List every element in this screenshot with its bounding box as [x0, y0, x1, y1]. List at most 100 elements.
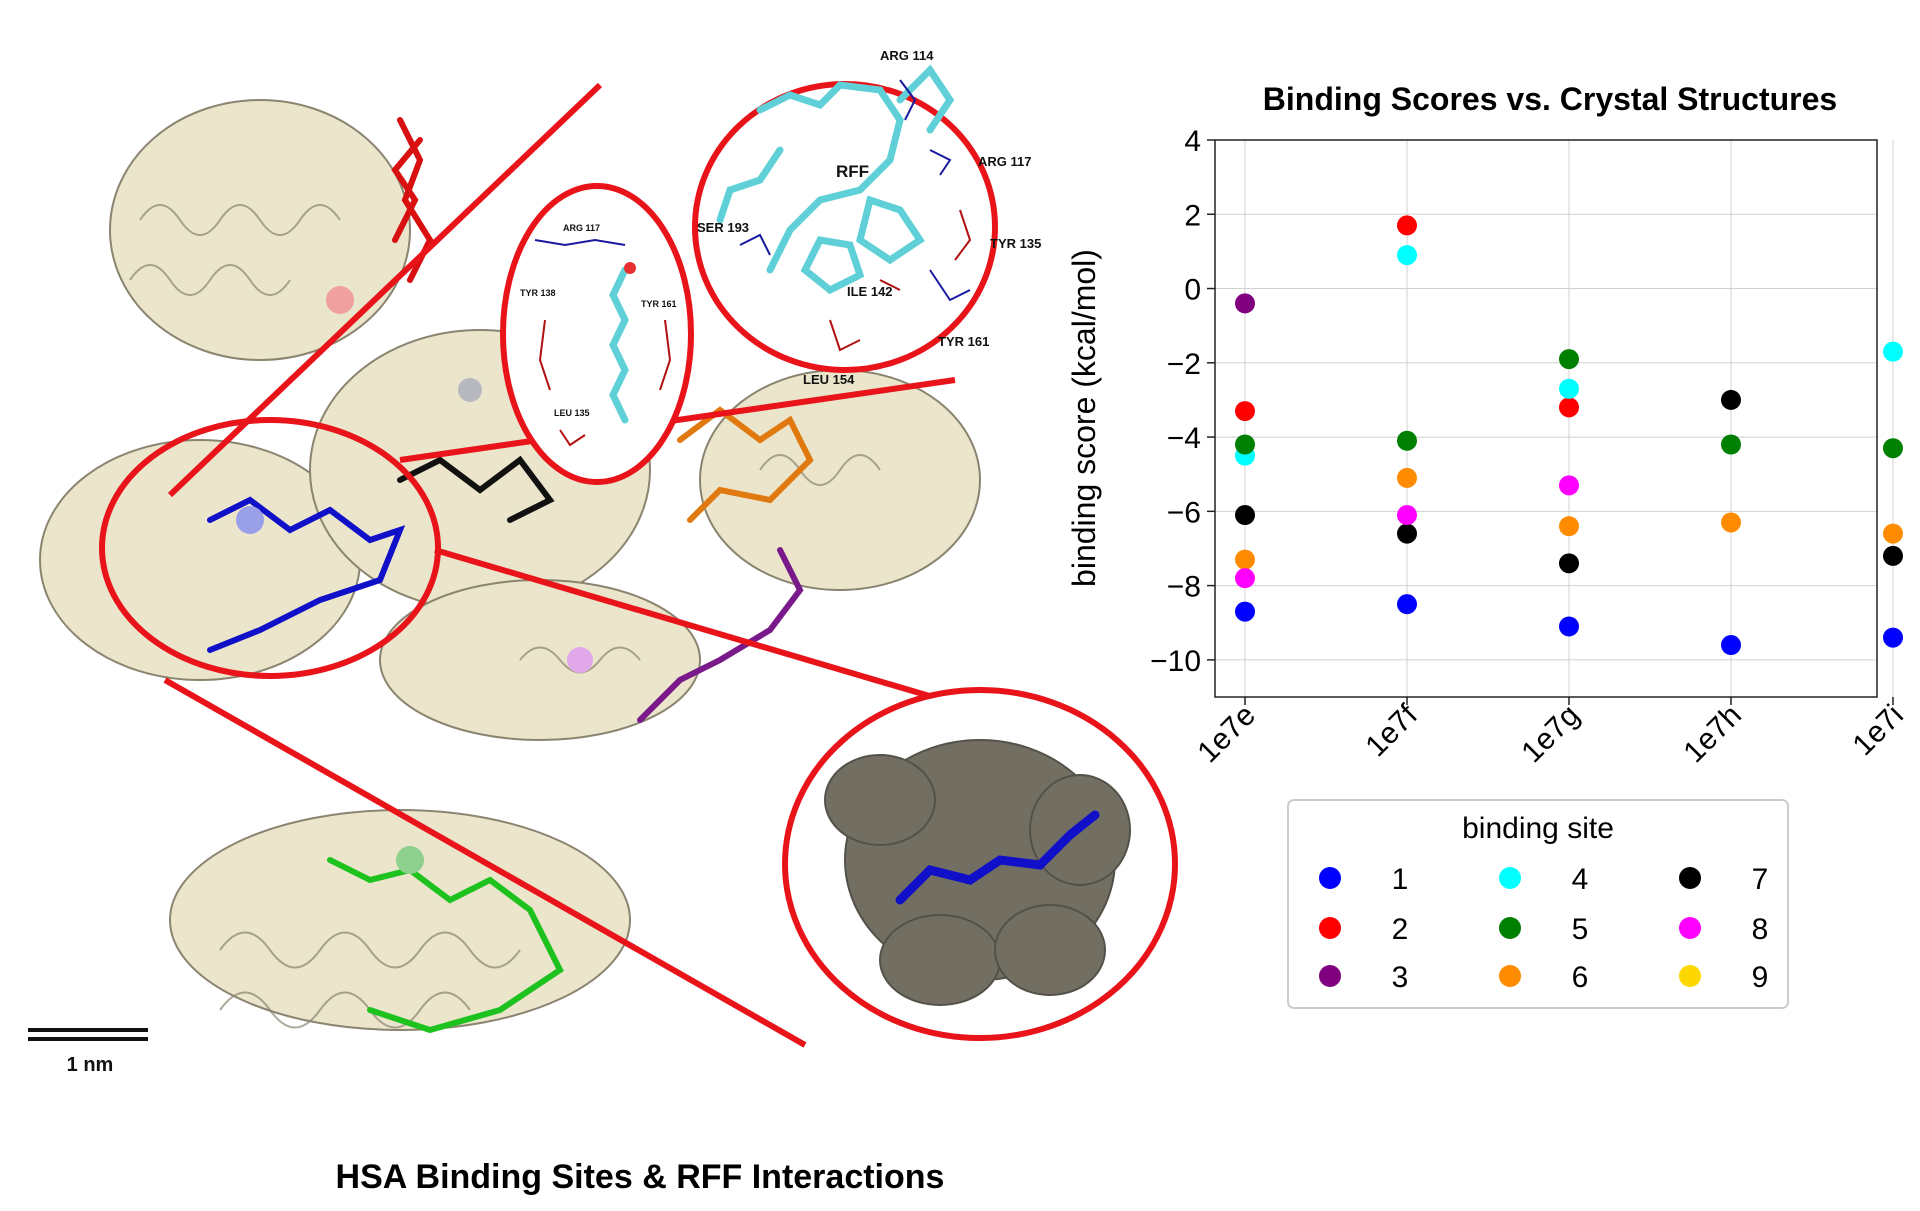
sphere-site-1	[236, 506, 264, 534]
data-point-site-2	[1559, 397, 1579, 418]
data-point-site-7	[1559, 553, 1579, 574]
x-tick-label: 1e7g	[1515, 699, 1586, 770]
data-point-site-8	[1235, 568, 1255, 589]
data-point-site-4	[1397, 245, 1417, 266]
label-arg117-top: ARG 117	[978, 154, 1031, 169]
helix-domain-bottom	[169, 809, 631, 1031]
tyr135-stick	[954, 209, 972, 261]
data-point-site-6	[1721, 512, 1741, 533]
rff-molecule	[716, 64, 955, 295]
label-tyr138: TYR 138	[520, 288, 556, 298]
scale-bar-line-1	[28, 1028, 148, 1032]
x-tick-label: 1e7e	[1191, 699, 1262, 770]
ligand-site-7	[397, 455, 555, 523]
data-point-site-6	[1883, 523, 1903, 544]
zoom-circle-fatty-acid-detail: ARG 117 TYR 138 TYR 161 LEU 135	[500, 183, 694, 485]
helix-coil-1	[139, 204, 341, 236]
left-caption: HSA Binding Sites & RFF Interactions	[336, 1158, 945, 1196]
rff-ring-1	[856, 195, 925, 265]
leu154-stick	[829, 319, 861, 352]
sphere-site-7	[458, 378, 482, 402]
legend-title: binding site	[1462, 812, 1614, 845]
x-axis-ticks: 1e7e 1e7f 1e7g 1e7h 1e7i	[1191, 697, 1910, 769]
rff-ring-2	[800, 236, 865, 295]
y-tick-label: −4	[1167, 422, 1201, 455]
label-tyr135: TYR 135	[990, 236, 1041, 251]
x-tick-label: 1e7i	[1847, 699, 1910, 762]
plot-area-frame	[1214, 139, 1878, 698]
data-point-site-8	[1559, 475, 1579, 496]
legend-marker-site-1	[1319, 867, 1341, 889]
data-point-site-6	[1397, 467, 1417, 488]
sphere-site-3	[567, 647, 593, 673]
y-tick-label: 2	[1184, 199, 1201, 232]
surface-blob-3	[879, 914, 1001, 1006]
data-point-site-5	[1235, 434, 1255, 455]
helix-domain-lower	[379, 579, 701, 741]
data-point-site-5	[1397, 430, 1417, 451]
y-tick-label: −2	[1167, 348, 1201, 381]
legend-box	[1287, 799, 1789, 1009]
label-ser193: SER 193	[697, 220, 749, 235]
zoom-connector-top-b	[399, 377, 956, 463]
legend-label-site-7: 7	[1752, 863, 1769, 896]
legend-marker-site-8	[1679, 917, 1701, 939]
label-arg114: ARG 114	[880, 48, 934, 63]
legend-marker-site-9	[1679, 965, 1701, 987]
x-tick-label: 1e7f	[1359, 698, 1424, 763]
tyr161-mid-stick	[659, 319, 672, 391]
legend-label-site-4: 4	[1572, 863, 1589, 896]
zoom-connector-top-a	[167, 82, 603, 498]
legend-marker-site-3	[1319, 965, 1341, 987]
data-point-site-7	[1721, 389, 1741, 410]
ligand-site-1	[207, 496, 406, 653]
data-points	[1235, 215, 1903, 656]
sphere-site-5	[396, 846, 424, 874]
ligand-site-5	[327, 857, 564, 1034]
legend-marker-site-6	[1499, 965, 1521, 987]
tyr161-stick	[929, 269, 971, 302]
legend-label-site-5: 5	[1572, 913, 1589, 946]
x-tick-label: 1e7h	[1677, 699, 1748, 770]
label-leu135: LEU 135	[554, 408, 590, 418]
label-arg117-mid: ARG 117	[563, 223, 600, 233]
chart-grid	[1215, 139, 1894, 697]
data-point-site-7	[1883, 545, 1903, 566]
legend-marker-site-7	[1679, 867, 1701, 889]
chart-legend: binding site 1 2 3 4 5 6 7 8 9	[1287, 799, 1789, 1009]
legend-items: 1 2 3 4 5 6 7 8 9	[1319, 863, 1768, 994]
helix-coil-4	[219, 991, 471, 1029]
legend-label-site-6: 6	[1572, 961, 1589, 994]
helix-coil-5	[759, 454, 881, 486]
label-tyr161-top: TYR 161	[938, 334, 989, 349]
legend-label-site-3: 3	[1392, 961, 1409, 994]
y-tick-label: −6	[1167, 496, 1201, 529]
data-point-site-5	[1721, 434, 1741, 455]
rff-sidechain	[896, 64, 955, 134]
carboxyl-oxygen	[624, 262, 636, 274]
legend-marker-site-5	[1499, 917, 1521, 939]
fatty-acid-stick	[609, 266, 629, 424]
scale-bar-line-2	[28, 1037, 148, 1041]
data-point-site-6	[1235, 549, 1255, 570]
surface-blob-1	[824, 754, 936, 846]
scatter-chart: Binding Scores vs. Crystal Structures 4 2…	[1066, 81, 1910, 769]
legend-marker-site-4	[1499, 867, 1521, 889]
helix-domain-right	[699, 369, 981, 591]
sphere-site-2	[326, 286, 354, 314]
helix-domain-top	[109, 99, 411, 361]
data-point-site-4	[1559, 378, 1579, 399]
ligand-site-2b	[391, 137, 423, 243]
data-point-site-5	[1559, 349, 1579, 370]
data-point-site-3	[1235, 293, 1255, 314]
y-axis-ticks: 4 2 0 −2 −4 −6 −8 −10	[1150, 125, 1215, 678]
y-tick-label: −10	[1150, 645, 1201, 678]
ligand-site-3	[637, 547, 804, 723]
tyr138-mid-stick	[538, 319, 551, 391]
rff-backbone-2	[716, 146, 784, 224]
site1-ligand-in-pocket	[895, 810, 1100, 905]
zoom-highlights	[99, 82, 961, 1048]
zoom-connector-bottom-a	[163, 677, 807, 1048]
arg117-mid-stick	[534, 238, 626, 247]
zoom-circle-rff-detail: ARG 114 ARG 117 SER 193 RFF TYR 135 ILE …	[692, 48, 1041, 387]
